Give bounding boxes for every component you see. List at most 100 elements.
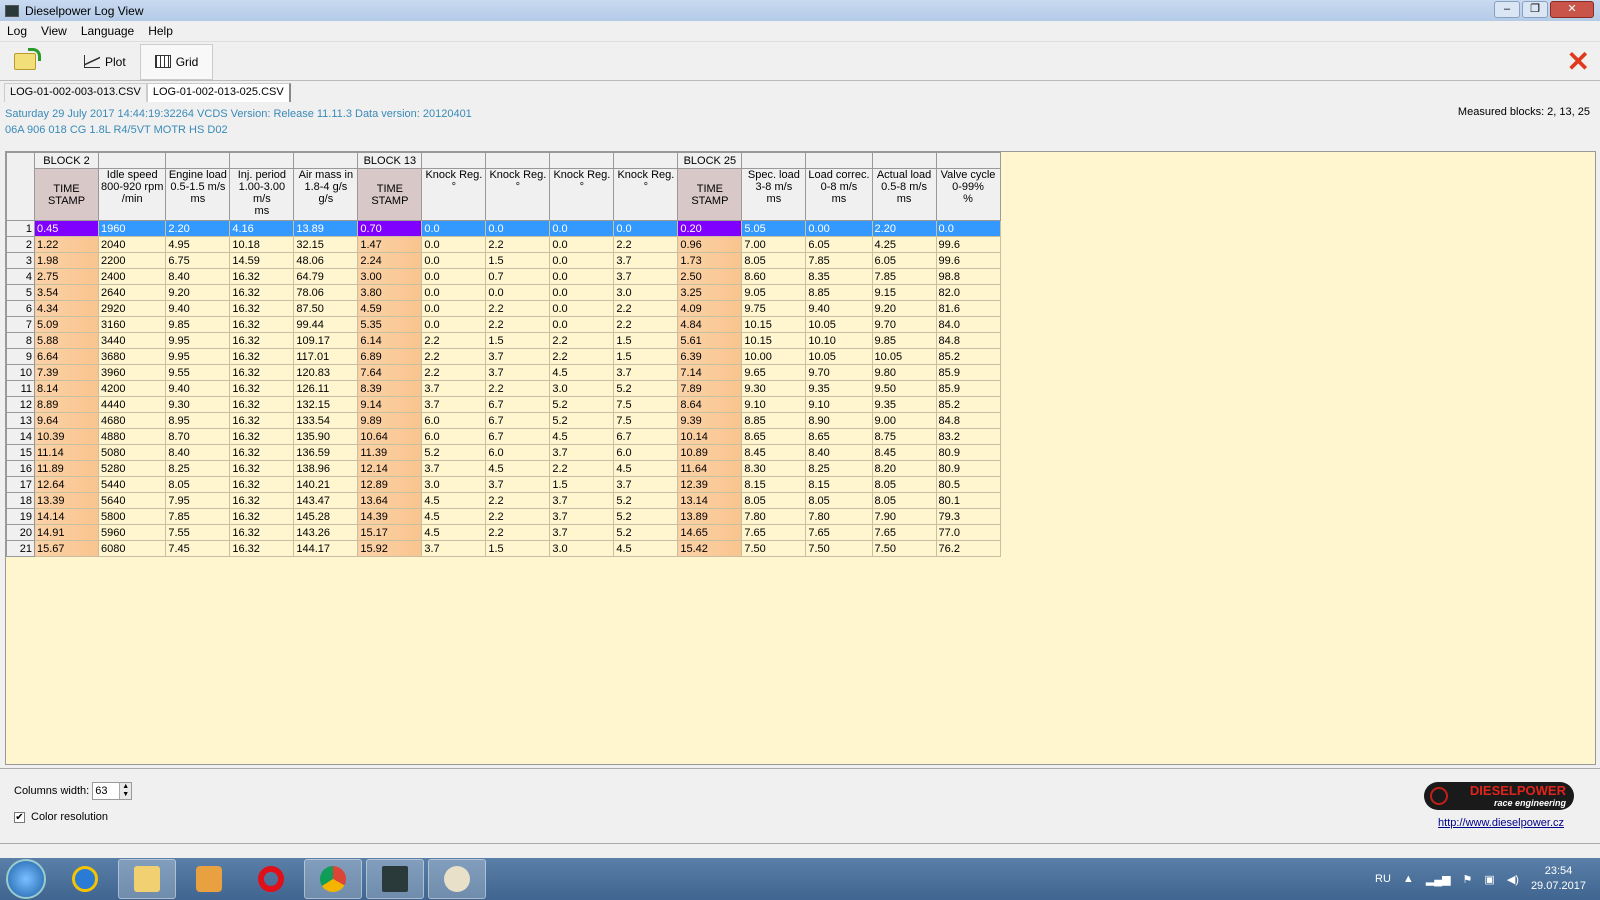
table-cell[interactable]: 2200: [97, 252, 167, 269]
table-cell[interactable]: 0.0: [549, 300, 615, 317]
table-cell[interactable]: 1.5: [485, 540, 551, 557]
table-cell[interactable]: 133.54: [293, 412, 359, 429]
table-cell[interactable]: 6.75: [165, 252, 231, 269]
table-row[interactable]: 3 1.98 2200 6.75 14.59 48.06 2.24 0.0 1.5 0.0 3.7 1…: [6, 252, 1001, 269]
table-cell[interactable]: 6.7: [485, 412, 551, 429]
timestamp-cell[interactable]: 7.39: [34, 364, 99, 381]
timestamp-cell[interactable]: 8.39: [357, 380, 423, 397]
table-cell[interactable]: 9.85: [165, 316, 231, 333]
clock[interactable]: 23:54 29.07.2017: [1531, 864, 1586, 894]
table-cell[interactable]: 99.6: [935, 236, 1001, 253]
table-cell[interactable]: 9.55: [165, 364, 231, 381]
table-cell[interactable]: 9.20: [165, 284, 231, 301]
table-cell[interactable]: 5.2: [613, 508, 679, 525]
table-cell[interactable]: 3.7: [613, 252, 679, 269]
table-cell[interactable]: 0.0: [421, 284, 487, 301]
table-cell[interactable]: 3.7: [485, 476, 551, 493]
table-cell[interactable]: 0.0: [421, 252, 487, 269]
table-cell[interactable]: 7.85: [165, 508, 231, 525]
table-cell[interactable]: 85.2: [935, 396, 1001, 413]
timestamp-cell[interactable]: 13.64: [357, 492, 423, 509]
table-cell[interactable]: 8.05: [805, 492, 873, 509]
table-cell[interactable]: 6080: [97, 540, 167, 557]
timestamp-cell[interactable]: 15.92: [357, 540, 423, 557]
table-cell[interactable]: 9.10: [805, 396, 873, 413]
table-cell[interactable]: 8.20: [871, 460, 937, 477]
row-number[interactable]: 14: [6, 428, 35, 445]
table-cell[interactable]: 7.45: [165, 540, 231, 557]
table-cell[interactable]: 4.5: [421, 508, 487, 525]
table-row[interactable]: 21 15.67 6080 7.45 16.32 144.17 15.92 3.7 1.5 3.0…: [6, 540, 1001, 557]
table-row[interactable]: 13 9.64 4680 8.95 16.32 133.54 9.89 6.0 6.7 5.2 7.…: [6, 412, 1001, 429]
table-cell[interactable]: 7.95: [165, 492, 231, 509]
table-cell[interactable]: 32.15: [293, 236, 359, 253]
column-header[interactable]: Inj. period 1.00-3.00 m/s ms: [229, 168, 295, 221]
table-cell[interactable]: 8.35: [805, 268, 873, 285]
table-cell[interactable]: 80.9: [935, 460, 1001, 477]
table-cell[interactable]: 8.65: [805, 428, 873, 445]
row-number[interactable]: 9: [6, 348, 35, 365]
timestamp-cell[interactable]: 8.64: [677, 396, 743, 413]
table-cell[interactable]: 8.70: [165, 428, 231, 445]
dieselpower-log-view-icon[interactable]: [366, 859, 424, 899]
table-cell[interactable]: 78.06: [293, 284, 359, 301]
table-row[interactable]: 20 14.91 5960 7.55 16.32 143.26 15.17 4.5 2.2 3.7…: [6, 524, 1001, 541]
table-cell[interactable]: 7.55: [165, 524, 231, 541]
table-cell[interactable]: 0.00: [805, 220, 873, 237]
timestamp-cell[interactable]: 11.89: [34, 460, 99, 477]
timestamp-cell[interactable]: 2.75: [34, 268, 99, 285]
timestamp-cell[interactable]: 5.09: [34, 316, 99, 333]
table-cell[interactable]: 0.0: [549, 220, 615, 237]
timestamp-cell[interactable]: 2.50: [677, 268, 743, 285]
timestamp-cell[interactable]: 12.14: [357, 460, 423, 477]
timestamp-cell[interactable]: 10.14: [677, 428, 743, 445]
table-cell[interactable]: 80.9: [935, 444, 1001, 461]
timestamp-cell[interactable]: 11.39: [357, 444, 423, 461]
opera-icon[interactable]: [242, 859, 300, 899]
table-cell[interactable]: 9.35: [871, 396, 937, 413]
timestamp-cell[interactable]: 7.64: [357, 364, 423, 381]
table-cell[interactable]: 5.2: [421, 444, 487, 461]
table-cell[interactable]: 1.5: [549, 476, 615, 493]
table-cell[interactable]: 6.0: [421, 412, 487, 429]
table-cell[interactable]: 85.9: [935, 364, 1001, 381]
table-cell[interactable]: 7.85: [871, 268, 937, 285]
table-cell[interactable]: 16.32: [229, 332, 295, 349]
table-cell[interactable]: 8.65: [741, 428, 807, 445]
table-row[interactable]: 11 8.14 4200 9.40 16.32 126.11 8.39 3.7 2.2 3.0 5.…: [6, 380, 1001, 397]
table-cell[interactable]: 5.2: [613, 380, 679, 397]
column-header[interactable]: Air mass in 1.8-4 g/s g/s: [293, 168, 359, 221]
table-cell[interactable]: 99.44: [293, 316, 359, 333]
timestamp-cell[interactable]: 14.65: [677, 524, 743, 541]
table-row[interactable]: 14 10.39 4880 8.70 16.32 135.90 10.64 6.0 6.7 4.5…: [6, 428, 1001, 445]
table-cell[interactable]: 0.0: [421, 300, 487, 317]
table-row[interactable]: 4 2.75 2400 8.40 16.32 64.79 3.00 0.0 0.7 0.0 3.7 2…: [6, 268, 1001, 285]
table-cell[interactable]: 0.0: [485, 284, 551, 301]
table-cell[interactable]: 9.15: [871, 284, 937, 301]
table-cell[interactable]: 7.85: [805, 252, 873, 269]
timestamp-cell[interactable]: 11.64: [677, 460, 743, 477]
row-number[interactable]: 19: [6, 508, 35, 525]
table-cell[interactable]: 0.0: [421, 236, 487, 253]
table-cell[interactable]: 8.40: [165, 268, 231, 285]
table-cell[interactable]: 10.18: [229, 236, 295, 253]
table-cell[interactable]: 8.05: [165, 476, 231, 493]
close-log-button[interactable]: ✕: [1566, 46, 1590, 77]
table-cell[interactable]: 4880: [97, 428, 167, 445]
timestamp-cell[interactable]: 14.91: [34, 524, 99, 541]
table-cell[interactable]: 8.05: [741, 252, 807, 269]
timestamp-cell[interactable]: 4.59: [357, 300, 423, 317]
row-number[interactable]: 6: [6, 300, 35, 317]
timestamp-cell[interactable]: 3.00: [357, 268, 423, 285]
table-cell[interactable]: 8.45: [871, 444, 937, 461]
table-row[interactable]: 6 4.34 2920 9.40 16.32 87.50 4.59 0.0 2.2 0.0 2.2 4…: [6, 300, 1001, 317]
timestamp-cell[interactable]: 12.89: [357, 476, 423, 493]
table-cell[interactable]: 9.95: [165, 332, 231, 349]
timestamp-cell[interactable]: 10.39: [34, 428, 99, 445]
row-number[interactable]: 8: [6, 332, 35, 349]
table-cell[interactable]: 2.2: [549, 460, 615, 477]
table-cell[interactable]: 0.0: [421, 268, 487, 285]
language-indicator[interactable]: RU: [1375, 873, 1391, 885]
table-cell[interactable]: 5960: [97, 524, 167, 541]
table-cell[interactable]: 9.05: [741, 284, 807, 301]
